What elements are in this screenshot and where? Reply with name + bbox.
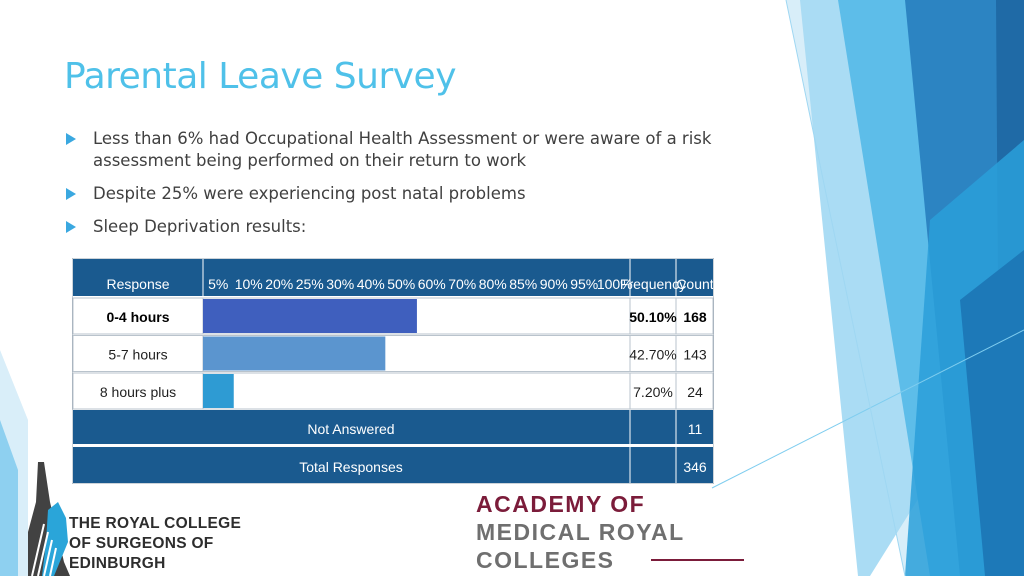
amrc-line: MEDICAL ROYAL: [476, 519, 685, 545]
bullet-arrow-icon: [66, 188, 76, 200]
data-row: [72, 372, 714, 410]
scale-tick-label: 20%: [265, 276, 293, 292]
total-responses-row: [73, 447, 713, 483]
not-answered-count: 11: [688, 421, 703, 437]
not-answered-row: [73, 410, 713, 444]
scale-tick-label: 30%: [326, 276, 354, 292]
bullet-text: Less than 6% had Occupational Health Ass…: [93, 129, 712, 170]
data-row: [72, 335, 714, 372]
scale-tick-label: 70%: [448, 276, 476, 292]
frequency-label: 42.70%: [629, 347, 676, 363]
not-answered-label: Not Answered: [307, 421, 394, 437]
amrc-line: ACADEMY OF: [476, 491, 646, 517]
frequency-label: 50.10%: [629, 309, 677, 325]
bullet-text: Sleep Deprivation results:: [93, 217, 307, 236]
bullet-item: Despite 25% were experiencing post natal…: [66, 183, 766, 205]
amrc-underline: [651, 559, 744, 561]
frequency-label: 7.20%: [633, 384, 673, 400]
rcs-line: EDINBURGH: [69, 555, 166, 572]
scale-tick-label: 10%: [235, 276, 263, 292]
scale-tick-label: 25%: [296, 276, 324, 292]
chart-svg: Response Frequency Count Not Answered 11…: [72, 258, 714, 484]
sleep-deprivation-chart-table: Response Frequency Count Not Answered 11…: [72, 258, 714, 484]
scale-tick-label: 100%: [597, 276, 633, 292]
count-label: 143: [683, 347, 707, 363]
category-label: 0-4 hours: [106, 309, 169, 325]
scale-tick-label: 40%: [357, 276, 385, 292]
header-count-label: Count: [676, 276, 713, 292]
count-label: 168: [683, 309, 707, 325]
scale-tick-label: 50%: [387, 276, 415, 292]
bullet-arrow-icon: [66, 221, 76, 233]
bullet-text: Despite 25% were experiencing post natal…: [93, 184, 526, 203]
bullet-item: Less than 6% had Occupational Health Ass…: [66, 128, 766, 172]
bar: [203, 374, 234, 408]
amrc-line: COLLEGES: [476, 547, 615, 573]
slide-title: Parental Leave Survey: [64, 56, 457, 97]
category-label: 8 hours plus: [100, 384, 176, 400]
scale-tick-label: 80%: [479, 276, 507, 292]
rcs-line: OF SURGEONS OF: [69, 535, 214, 552]
count-label: 24: [687, 384, 703, 400]
header-frequency-label: Frequency: [620, 276, 686, 292]
rcs-edinburgh-logo: [28, 462, 70, 576]
header-response-label: Response: [106, 276, 169, 292]
bullet-item: Sleep Deprivation results:: [66, 216, 766, 238]
total-responses-count: 346: [683, 459, 707, 475]
category-label: 5-7 hours: [108, 347, 167, 363]
bullet-arrow-icon: [66, 133, 76, 145]
scale-tick-label: 60%: [418, 276, 446, 292]
bullet-list: Less than 6% had Occupational Health Ass…: [66, 128, 766, 249]
scale-tick-label: 85%: [509, 276, 537, 292]
bar: [203, 336, 386, 371]
rcs-logo-text: THE ROYAL COLLEGE OF SURGEONS OF EDINBUR…: [69, 514, 241, 574]
rcs-line: THE ROYAL COLLEGE: [69, 515, 242, 532]
total-responses-label: Total Responses: [299, 459, 403, 475]
scale-tick-label: 5%: [208, 276, 228, 292]
scale-tick-label: 95%: [570, 276, 598, 292]
bar: [203, 299, 417, 333]
header-row: [73, 259, 713, 296]
scale-tick-label: 90%: [540, 276, 568, 292]
amrc-logo: ACADEMY OF MEDICAL ROYAL COLLEGES: [476, 490, 685, 574]
